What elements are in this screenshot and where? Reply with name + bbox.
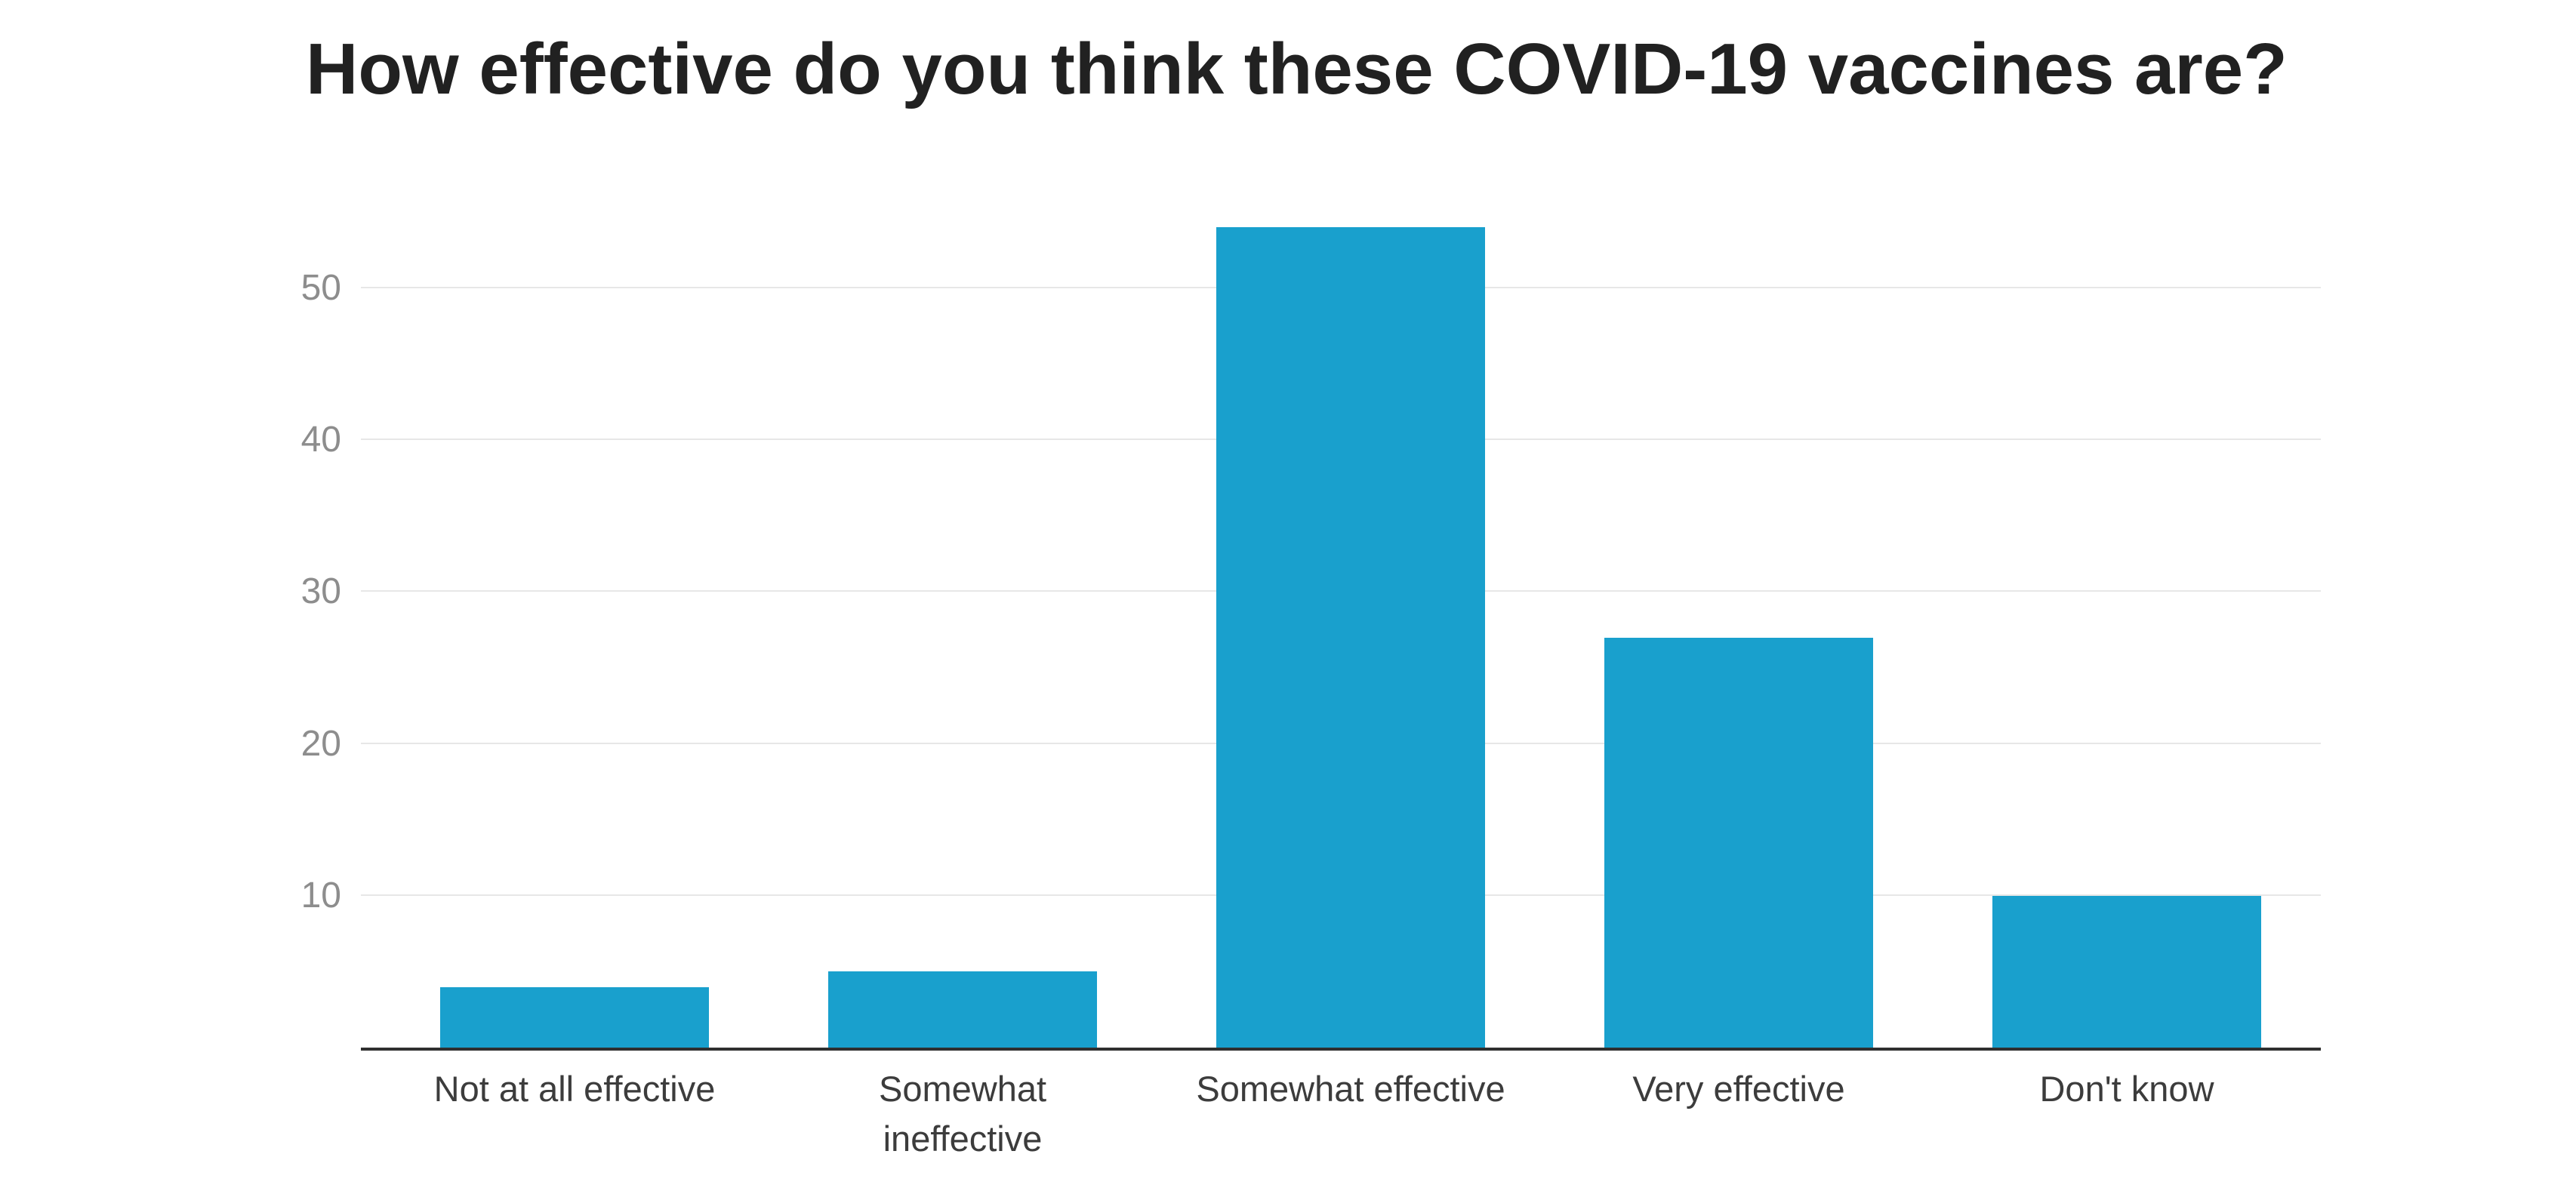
y-axis-tick-label: 50: [300, 267, 341, 308]
bar-band: [1545, 197, 1933, 1048]
bar-band: [1157, 197, 1545, 1048]
y-axis-tick-label: 10: [300, 875, 341, 916]
category-label: Somewhat ineffective: [878, 1069, 1047, 1159]
bar-don-t-know[interactable]: [1992, 895, 2261, 1048]
bar-very-effective[interactable]: [1604, 637, 1873, 1048]
category-label: Don't know: [2039, 1069, 2214, 1109]
bar-somewhat-effective[interactable]: [1216, 227, 1485, 1048]
bar-band: [381, 197, 769, 1048]
chart-title: How effective do you think these COVID-1…: [306, 29, 2288, 109]
bar-band: [769, 197, 1157, 1048]
y-axis-tick-label: 30: [300, 571, 341, 612]
y-axis-tick-label: 40: [300, 420, 341, 460]
category-label: Very effective: [1632, 1069, 1845, 1109]
category-label: Somewhat effective: [1196, 1069, 1505, 1109]
category-labels-row: Not at all effective Somewhat ineffective…: [381, 1064, 2321, 1164]
y-axis-tick-label: 20: [300, 723, 341, 764]
category-label: Not at all effective: [433, 1069, 716, 1109]
plot-area: 10 20 30 40 50 Not at all effective Somewhat …: [301, 197, 2321, 1159]
bars-row: [381, 197, 2321, 1048]
bar-not-at-all-effective[interactable]: [440, 986, 709, 1048]
bar-somewhat-ineffective[interactable]: [828, 971, 1097, 1048]
bar-band: [1933, 197, 2321, 1048]
